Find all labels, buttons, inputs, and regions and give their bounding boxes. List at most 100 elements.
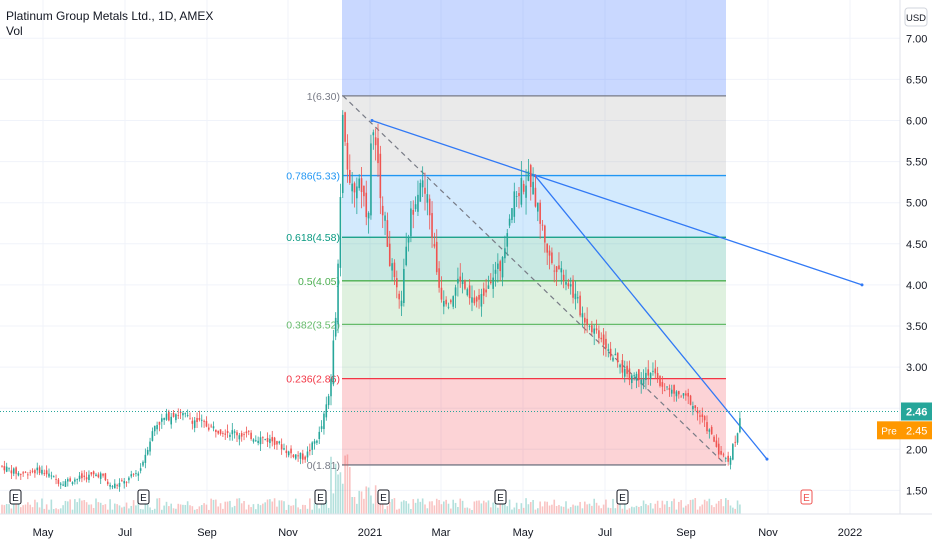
volume-bar xyxy=(736,500,739,514)
fib-level-label: 0(1.81) xyxy=(307,460,340,472)
candle-body xyxy=(515,196,518,197)
volume-bar xyxy=(626,509,628,514)
candle-body xyxy=(701,414,704,417)
symbol-title[interactable]: Platinum Group Metals Ltd., 1D, AMEX xyxy=(6,9,214,23)
volume-bar xyxy=(433,505,436,514)
candle-body xyxy=(17,473,20,476)
earnings-marker[interactable]: E xyxy=(314,489,327,505)
candle-body xyxy=(381,205,384,216)
candle-body xyxy=(161,418,163,422)
volume-bar xyxy=(398,508,400,514)
svg-text:E: E xyxy=(619,493,626,504)
candle-body xyxy=(623,368,626,377)
earnings-marker[interactable]: E xyxy=(800,489,813,505)
candle-body xyxy=(534,187,537,207)
candle-body xyxy=(219,429,222,434)
price-tick-label: 4.50 xyxy=(906,239,927,251)
volume-bar xyxy=(569,507,572,514)
candle-body xyxy=(506,233,509,247)
candle-body xyxy=(273,437,276,445)
volume-bar xyxy=(713,507,715,514)
candle-body xyxy=(525,185,527,198)
fib-level-label: 0.382(3.52) xyxy=(286,319,340,331)
candle-body xyxy=(619,364,621,368)
candle-body xyxy=(386,220,389,247)
earnings-marker[interactable]: E xyxy=(616,489,629,505)
volume-bar xyxy=(59,508,62,514)
volume-bar xyxy=(706,501,708,514)
candle-body xyxy=(121,480,123,482)
candle-body xyxy=(34,470,36,474)
candle-body xyxy=(170,416,172,425)
candle-body xyxy=(388,243,391,267)
candle-body xyxy=(586,318,588,326)
volume-bar xyxy=(255,509,257,514)
candle-body xyxy=(250,432,252,439)
candle-body xyxy=(309,449,311,452)
price-axis[interactable]: USD 7.00 6.50 6.00 5.50 5.00 4.50 4.00 3.50 3.00 2… xyxy=(877,0,932,514)
earnings-marker[interactable]: E xyxy=(494,489,507,505)
candle-body xyxy=(163,417,165,420)
earnings-marker[interactable]: E xyxy=(137,489,150,505)
earnings-marker[interactable]: E xyxy=(9,489,22,505)
volume-bar xyxy=(670,501,673,514)
candle-body xyxy=(454,287,457,296)
volume-bar xyxy=(191,506,194,514)
candle-body xyxy=(400,300,403,307)
candle-body xyxy=(106,481,109,485)
volume-bar xyxy=(506,506,509,514)
volume-bar xyxy=(494,503,497,514)
candles xyxy=(1,110,741,492)
candle-body xyxy=(699,415,701,417)
candle-body xyxy=(38,467,41,474)
fib-zone xyxy=(342,175,726,238)
candle-body xyxy=(466,289,469,296)
volume-bar xyxy=(607,507,610,514)
time-tick-label: Jul xyxy=(118,527,132,539)
candle-body xyxy=(405,246,407,266)
currency-badge[interactable]: USD xyxy=(904,7,928,27)
candle-body xyxy=(27,474,29,476)
candle-body xyxy=(29,472,31,474)
volume-bar xyxy=(325,500,328,514)
volume-bar xyxy=(285,509,288,514)
candle-body xyxy=(1,465,3,467)
volume-bar xyxy=(631,506,633,514)
volume-bar xyxy=(381,502,384,514)
volume-bar xyxy=(567,508,570,514)
candle-body xyxy=(69,478,71,482)
earnings-marker[interactable]: E xyxy=(377,489,390,505)
grid xyxy=(0,0,900,514)
volume-bar xyxy=(649,503,652,514)
volume-bar xyxy=(717,500,720,514)
volume-bar xyxy=(534,509,537,514)
volume-bar xyxy=(405,501,407,514)
volume-bar xyxy=(363,498,365,514)
fib-level-label: 0.786(5.33) xyxy=(286,171,340,183)
price-tick-label: 7.00 xyxy=(906,33,927,45)
volume-bar xyxy=(732,507,734,514)
volume-bar xyxy=(374,485,377,514)
time-axis[interactable]: May Jul Sep Nov 2021 Mar May Jul Sep Nov 2022 xyxy=(0,513,932,550)
candle-body xyxy=(5,466,8,472)
volume-bar xyxy=(367,487,370,514)
svg-text:E: E xyxy=(12,493,19,504)
volume-bar xyxy=(34,499,36,514)
volume-indicator-label[interactable]: Vol xyxy=(6,24,23,38)
candle-body xyxy=(177,415,180,416)
volume-bar xyxy=(466,507,469,514)
volume-bar xyxy=(562,506,565,514)
candle-body xyxy=(259,437,262,445)
volume-bar xyxy=(539,501,541,514)
volume-bar xyxy=(121,507,123,514)
time-tick-label: 2021 xyxy=(358,527,382,539)
volume-bar xyxy=(353,496,356,514)
candle-body xyxy=(452,296,454,307)
trend-line-dashed xyxy=(342,95,727,466)
candle-body xyxy=(487,285,490,289)
volume-bar xyxy=(560,506,563,514)
fib-zone-top xyxy=(342,0,726,96)
volume-bar xyxy=(548,505,551,514)
